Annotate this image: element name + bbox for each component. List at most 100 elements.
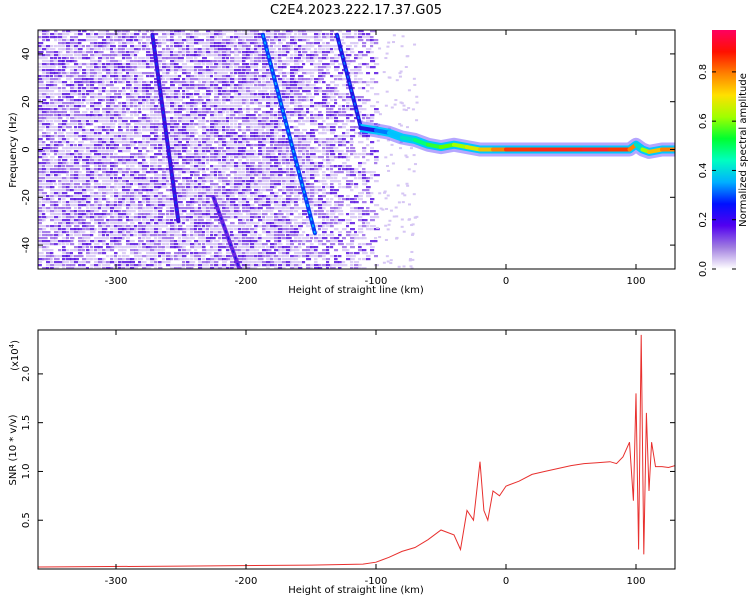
noise-speck: [66, 168, 72, 171]
noise-speck: [294, 246, 299, 249]
noise-speck: [50, 180, 56, 183]
noise-speck: [110, 90, 116, 93]
noise-speck: [282, 246, 287, 249]
noise-speck: [282, 78, 286, 81]
noise-speck: [206, 78, 212, 81]
noise-speck: [142, 180, 146, 183]
noise-speck: [282, 222, 287, 225]
noise-speck: [150, 258, 156, 261]
noise-speck: [138, 240, 144, 243]
noise-speck: [58, 144, 64, 147]
noise-speck: [182, 189, 188, 192]
noise-speck: [274, 69, 278, 72]
noise-speck: [142, 30, 148, 33]
noise-speck: [82, 261, 87, 264]
noise-speck: [190, 42, 195, 45]
noise-speck: [130, 216, 135, 219]
noise-speck: [218, 264, 223, 267]
noise-speck: [190, 267, 194, 269]
noise-speck: [250, 60, 256, 63]
noise-speck: [150, 261, 154, 264]
noise-speck: [270, 177, 276, 180]
noise-speck: [130, 111, 136, 114]
noise-speck: [230, 210, 236, 213]
noise-speck: [98, 144, 104, 147]
noise-speck: [62, 45, 66, 48]
noise-speck: [310, 246, 315, 249]
noise-speck: [38, 171, 44, 174]
noise-speck: [134, 120, 140, 123]
noise-speck: [82, 69, 86, 72]
noise-speck: [178, 87, 183, 90]
noise-speck: [298, 51, 302, 54]
noise-speck: [282, 186, 287, 189]
noise-speck: [314, 186, 320, 189]
noise-speck: [318, 267, 323, 269]
noise-speck: [162, 255, 166, 258]
noise-speck: [62, 210, 66, 213]
noise-speck: [266, 93, 270, 96]
noise-speck: [134, 69, 138, 72]
noise-speck: [258, 207, 263, 210]
noise-speck: [86, 39, 91, 42]
noise-speck: [66, 237, 70, 240]
noise-speck: [202, 156, 206, 159]
noise-speck: [302, 243, 306, 246]
noise-speck: [74, 45, 79, 48]
noise-speck: [158, 105, 163, 108]
noise-speck: [54, 219, 59, 222]
noise-speck: [258, 108, 262, 111]
noise-speck: [118, 168, 124, 171]
noise-speck: [166, 162, 171, 165]
noise-speck: [142, 102, 146, 105]
noise-speck: [162, 231, 168, 234]
noise-speck: [110, 75, 115, 78]
noise-speck: [222, 198, 226, 201]
noise-speck: [258, 144, 264, 147]
noise-speck: [194, 162, 200, 165]
noise-speck: [286, 93, 291, 96]
noise-speck: [314, 123, 318, 126]
noise-speck: [82, 162, 88, 165]
noise-speck: [190, 99, 195, 102]
noise-speck: [250, 153, 255, 156]
noise-speck: [250, 234, 254, 237]
noise-speck: [78, 90, 82, 93]
noise-speck: [174, 33, 180, 36]
noise-speck: [258, 180, 262, 183]
noise-speck: [218, 105, 224, 108]
noise-speck: [158, 222, 164, 225]
noise-speck: [266, 33, 271, 36]
noise-speck: [82, 105, 86, 108]
noise-speck: [202, 189, 208, 192]
noise-speck: [258, 36, 264, 39]
noise-speck: [310, 57, 314, 60]
noise-speck: [178, 81, 183, 84]
noise-speck: [166, 48, 172, 51]
noise-speck: [282, 198, 287, 201]
noise-speck: [146, 180, 152, 183]
noise-speck: [286, 195, 292, 198]
noise-speck: [122, 222, 128, 225]
noise-speck: [114, 243, 120, 246]
noise-speck: [238, 171, 243, 174]
noise-speck: [130, 222, 135, 225]
noise-speck: [266, 84, 272, 87]
noise-speck: [146, 249, 152, 252]
noise-speck: [198, 120, 204, 123]
noise-speck: [78, 186, 84, 189]
noise-speck: [222, 192, 228, 195]
noise-speck: [218, 69, 223, 72]
noise-speck: [206, 243, 212, 246]
noise-speck: [222, 171, 226, 174]
noise-speck: [158, 207, 163, 210]
noise-speck: [318, 66, 323, 69]
noise-speck: [134, 177, 139, 180]
noise-speck: [42, 39, 46, 42]
noise-speck: [194, 132, 199, 135]
noise-speck: [154, 33, 159, 36]
noise-speck: [314, 192, 319, 195]
noise-speck: [186, 180, 190, 183]
noise-speck: [230, 204, 236, 207]
noise-speck: [218, 63, 223, 66]
